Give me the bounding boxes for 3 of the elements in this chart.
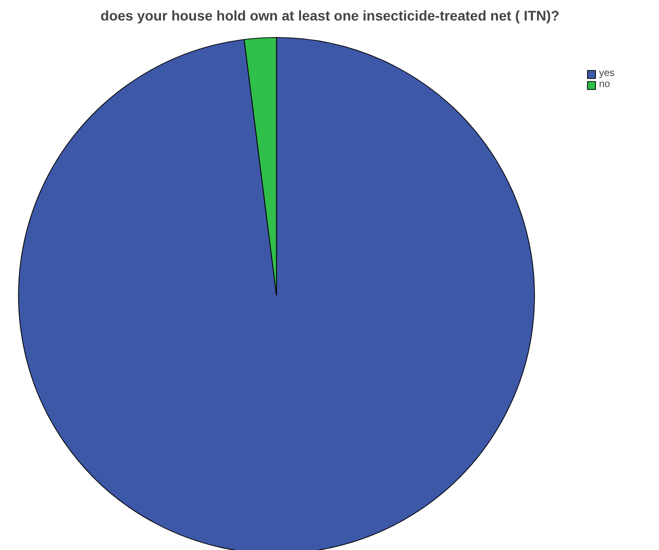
chart-title: does your house hold own at least one insecticide-treated net ( ITN)? — [100, 8, 560, 24]
legend-label: yes — [599, 68, 616, 79]
legend-label: no — [599, 79, 612, 90]
